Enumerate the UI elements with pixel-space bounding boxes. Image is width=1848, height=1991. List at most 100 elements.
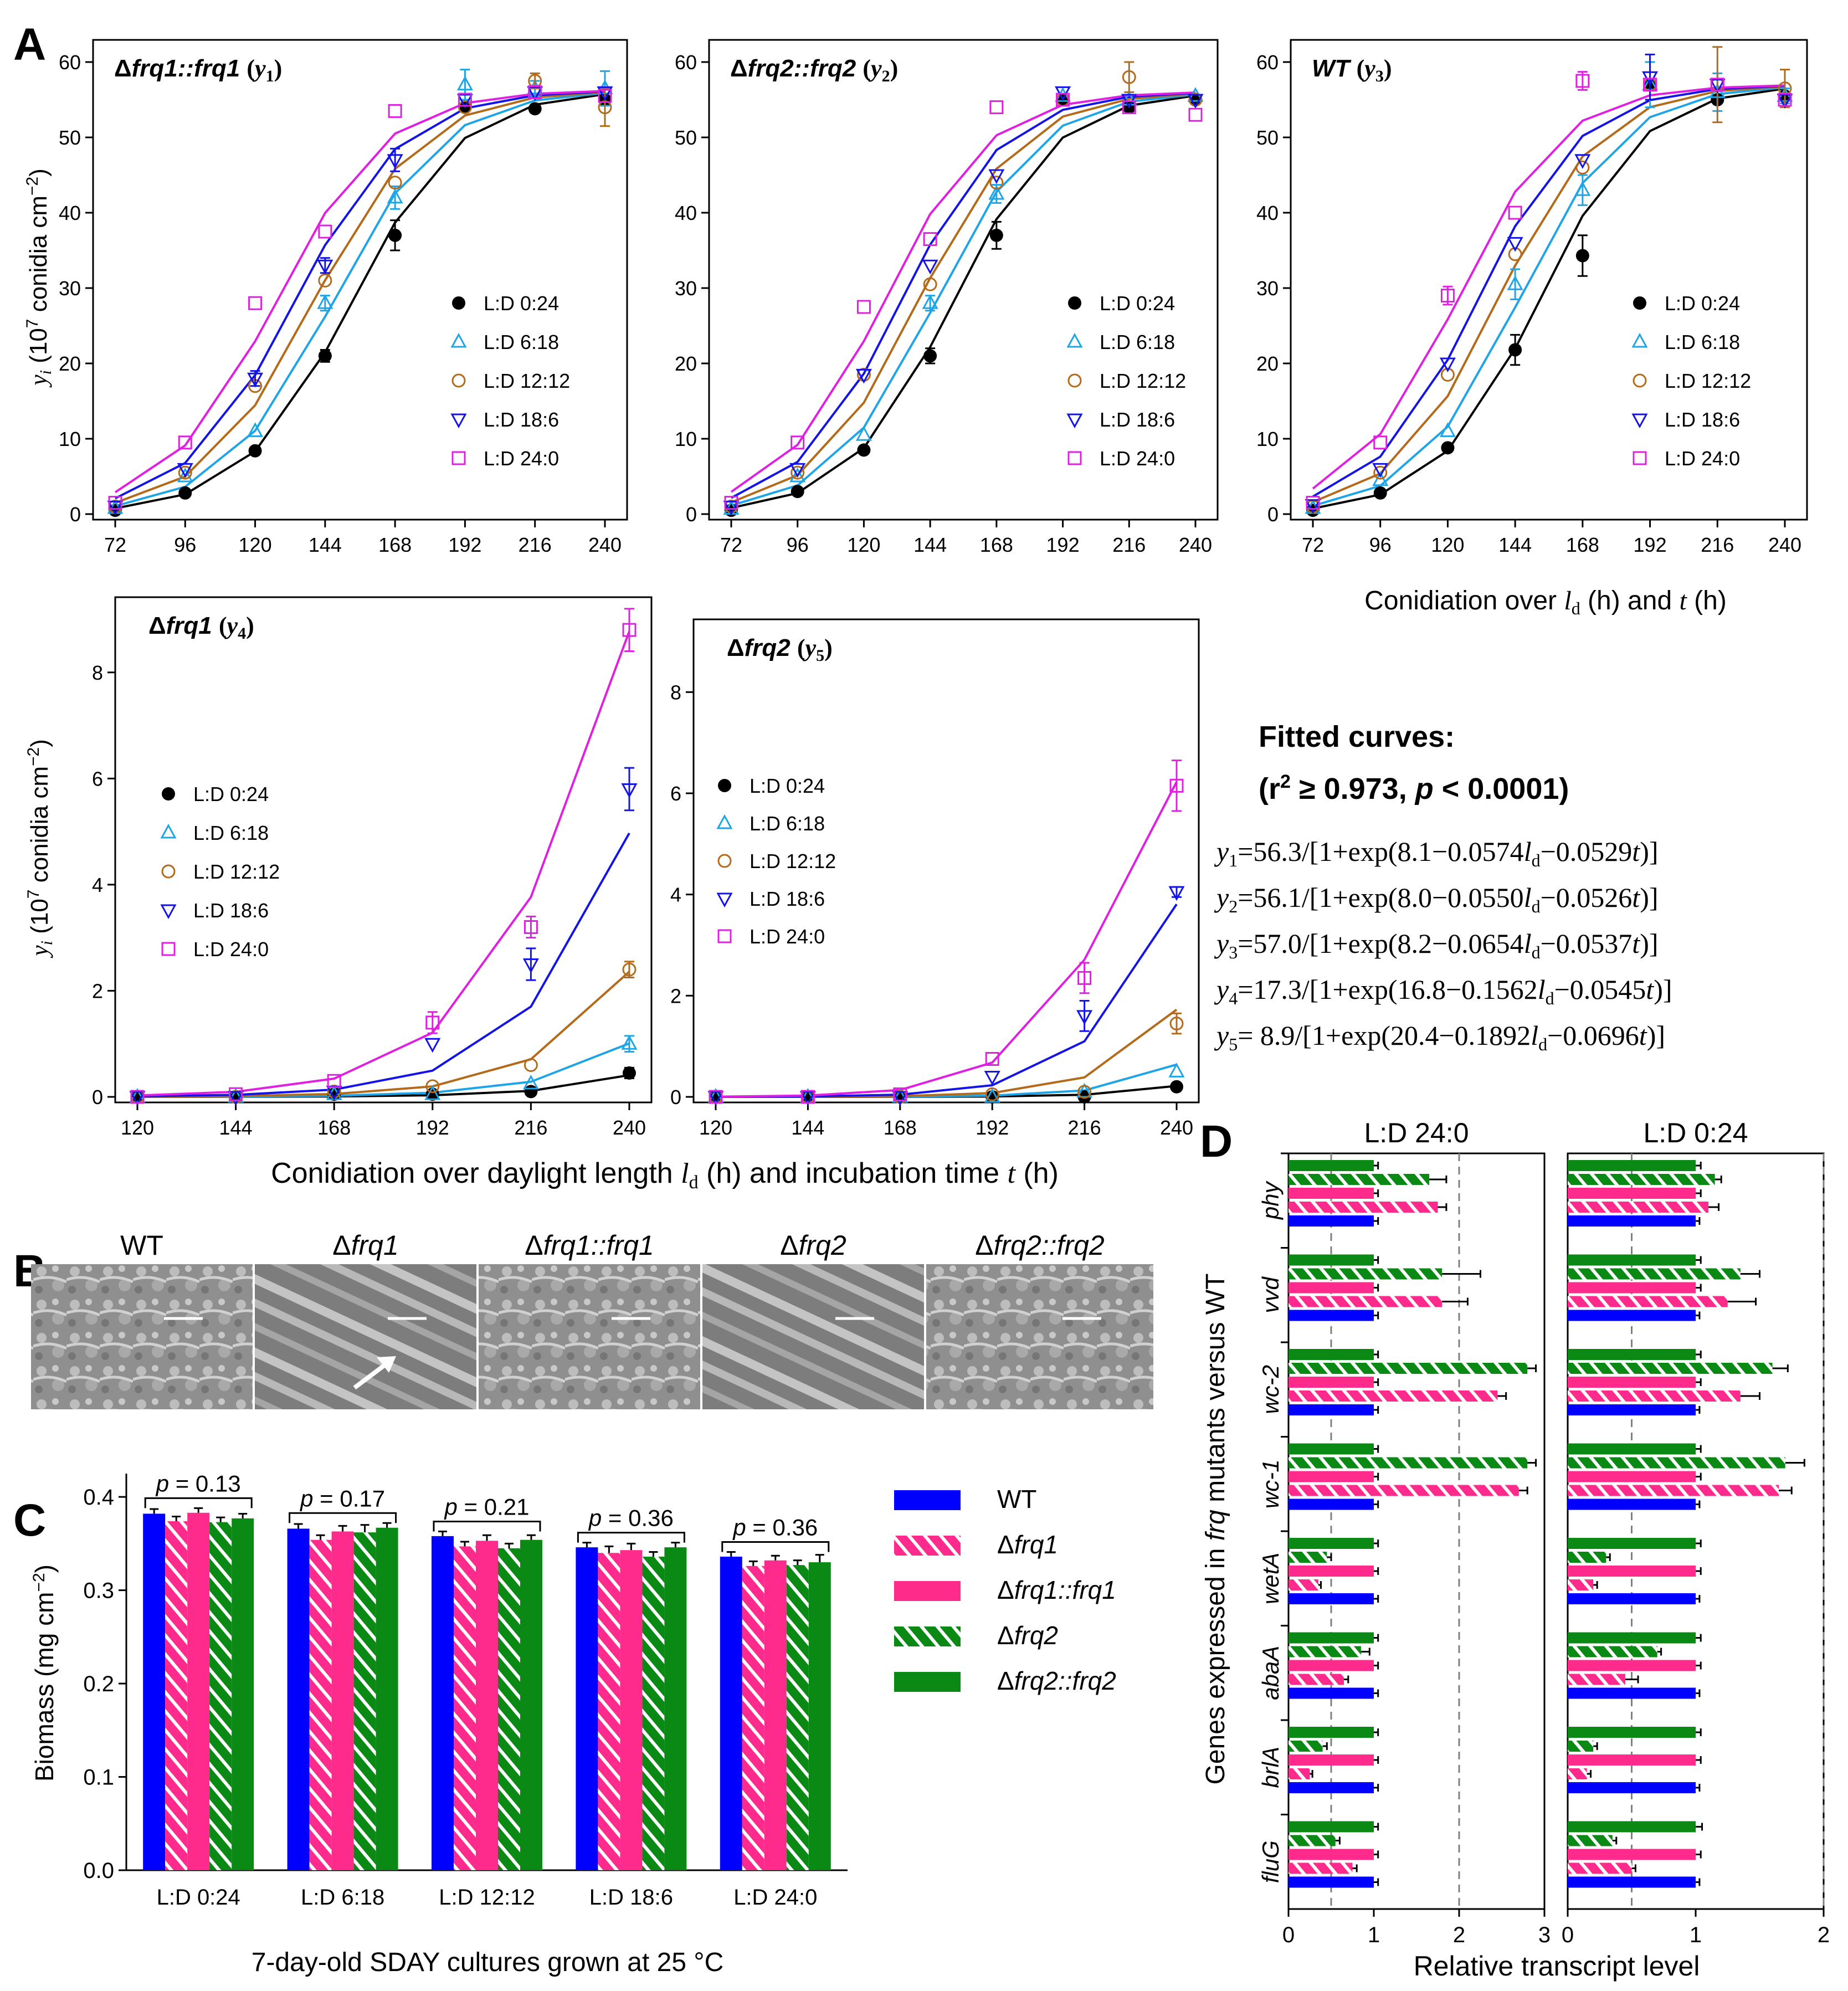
bar: [1289, 1377, 1374, 1388]
fitted-curve: [731, 93, 1196, 507]
x-tick-label: 144: [791, 1116, 824, 1139]
legend-label: L:D 18:6: [750, 887, 825, 910]
bar: [376, 1527, 398, 1870]
marker-square: [528, 85, 542, 99]
bar: [1289, 1660, 1374, 1671]
bar: [1568, 1660, 1696, 1671]
x-tick-label: 240: [588, 533, 622, 556]
strain-label: Δfrq1::frq1: [525, 1230, 654, 1261]
marker-triangle-up: [1076, 1082, 1093, 1098]
bar: [1289, 1538, 1374, 1549]
marker-triangle-down: [424, 1038, 441, 1053]
bar: [1289, 1485, 1519, 1496]
y-tick-label: 20: [59, 352, 81, 375]
marker-triangle-down: [247, 372, 264, 388]
bar: [1568, 1849, 1696, 1860]
marker-open-circle: [1508, 247, 1522, 261]
marker-triangle-up: [855, 426, 872, 441]
marker-square: [893, 1087, 907, 1101]
marker-square: [717, 929, 732, 943]
marker-open-circle: [923, 277, 937, 291]
scatter-chart-3: 72 96 120 144 168 192 216 240 0 10 20 30 40 50 60 WT (y…: [1256, 39, 1808, 556]
marker-square: [1122, 100, 1136, 115]
bar: [1289, 1310, 1374, 1321]
y-tick-label: 30: [59, 277, 81, 300]
marker-filled-circle: [718, 779, 731, 792]
legend-label: L:D 0:24: [1100, 292, 1175, 315]
x-tick-label: 216: [519, 533, 552, 556]
strain-label: Δfrq1: [332, 1230, 399, 1261]
legend-label: Δfrq2::frq2: [997, 1666, 1116, 1695]
marker-filled-circle: [801, 1090, 815, 1104]
legend: L:D 0:24 L:D 6:18 L:D 12:12 L:D 18:6 L:D 24:…: [716, 774, 836, 948]
y-tick-label: 4: [92, 874, 103, 896]
marker-filled-circle: [178, 486, 192, 500]
sem-micrograph: [926, 1264, 1153, 1409]
fit-equation: y5= 8.9/[1+exp(20.4−0.1892ld−0.0696t)]: [1214, 1020, 1665, 1054]
legend: L:D 0:24 L:D 6:18 L:D 12:12 L:D 18:6 L:D 24:…: [1631, 292, 1751, 470]
x-tick-label: 0: [1282, 1923, 1295, 1947]
marker-triangle-down: [707, 1091, 724, 1106]
x-tick-label: 72: [720, 533, 742, 556]
x-tick-label: 0: [1562, 1923, 1574, 1947]
marker-open-circle: [1077, 1085, 1092, 1099]
marker-open-circle: [1440, 367, 1455, 382]
marker-triangle-down: [456, 94, 473, 109]
x-tick-label: 240: [1160, 1116, 1193, 1139]
marker-square: [1633, 451, 1647, 465]
marker-triangle-up: [707, 1087, 724, 1103]
x-tick-label: 72: [104, 533, 126, 556]
legend-label: L:D 6:18: [750, 812, 825, 835]
marker-filled-circle: [857, 443, 871, 457]
bar: [1568, 1215, 1696, 1227]
x-axis-label-top: Conidiation over ld (h) and t (h): [1364, 586, 1727, 618]
legend-label: L:D 18:6: [1665, 408, 1740, 431]
marker-square: [1169, 778, 1184, 793]
bar: [1568, 1404, 1696, 1415]
legend-label: L:D 0:24: [484, 292, 559, 315]
panel-label-d: D: [1200, 1116, 1233, 1167]
bar: [1289, 1727, 1374, 1738]
legend: L:D 0:24 L:D 6:18 L:D 12:12 L:D 18:6 L:D 24:…: [160, 783, 280, 961]
marker-square: [598, 89, 612, 103]
d-y-axis-label: Genes expressed in frq mutants versus WT: [1201, 1273, 1230, 1784]
bar: [1568, 1282, 1696, 1294]
marker-open-circle: [458, 100, 472, 115]
legend-label: L:D 0:24: [1665, 292, 1740, 315]
marker-open-circle: [790, 465, 805, 480]
marker-square: [800, 1090, 815, 1104]
sem-micrograph: [31, 1264, 253, 1409]
fitted-curve: [115, 91, 605, 504]
bar: [1568, 1782, 1696, 1793]
plot-frame: [114, 596, 653, 1104]
bar: [664, 1547, 687, 1870]
x-tick-label: 2: [1453, 1923, 1465, 1947]
transcript-chart-1: 0 1 2 3 L:D 24:0 phy vvd wc-2 wc-1 wetA abaA brlA fl…: [1257, 1117, 1551, 1947]
marker-triangle-down: [892, 1091, 908, 1106]
fitted-curve: [730, 91, 1196, 493]
legend-label: L:D 24:0: [484, 447, 559, 470]
x-tick-label: 144: [1498, 533, 1532, 556]
legend-label: L:D 24:0: [1665, 447, 1740, 470]
x-tick-label: 192: [1046, 533, 1080, 556]
x-tick-label: 216: [1068, 1116, 1101, 1139]
x-tick-label: 96: [1369, 533, 1392, 556]
arrow-head: [377, 1356, 396, 1373]
legend-label: L:D 18:6: [1100, 408, 1175, 431]
marker-square: [161, 942, 176, 956]
marker-open-circle: [1373, 465, 1388, 480]
marker-square: [1778, 93, 1792, 107]
marker-filled-circle: [162, 787, 175, 800]
marker-triangle-down: [723, 500, 740, 516]
marker-square: [130, 1090, 145, 1104]
scatter-chart-5: 120 144 168 192 216 240 0 2 4 6 8 Δfrq2 (y5) L:D 0:2…: [670, 618, 1200, 1139]
bar: [1289, 1457, 1528, 1469]
marker-open-circle: [1633, 373, 1647, 388]
x-tick-label: 216: [514, 1116, 547, 1139]
plot-frame: [1290, 39, 1808, 521]
x-tick-label: 168: [1566, 533, 1599, 556]
significance-bracket: [289, 1512, 397, 1523]
legend-swatch: [894, 1626, 961, 1646]
x-tick-label: 240: [613, 1116, 646, 1139]
p-value: p = 0.21: [444, 1494, 530, 1520]
